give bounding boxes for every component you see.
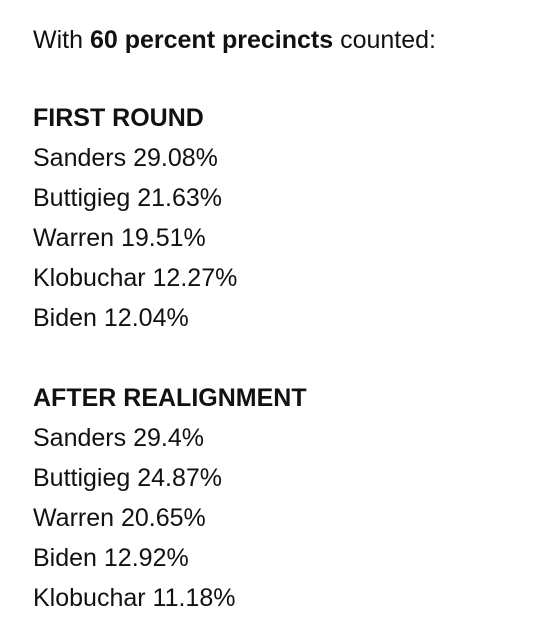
result-row: Sanders 29.08% bbox=[33, 138, 218, 178]
intro-bold: 60 percent precincts bbox=[89, 26, 334, 54]
result-row: Klobuchar 12.27% bbox=[33, 258, 237, 298]
candidate-percent: 24.87% bbox=[137, 464, 223, 492]
intro: With 60 percent precincts counted: bbox=[33, 20, 436, 60]
section-heading: FIRST ROUND bbox=[33, 104, 204, 132]
candidate-name: Buttigieg bbox=[33, 184, 131, 212]
candidate-percent: 19.51% bbox=[120, 224, 206, 252]
result-row: Biden 12.92% bbox=[33, 538, 189, 578]
result-row: Warren 20.65% bbox=[33, 498, 206, 538]
candidate-name: Sanders bbox=[33, 424, 127, 452]
result-row: Klobuchar 11.18% bbox=[33, 578, 235, 618]
section-heading: AFTER REALIGNMENT bbox=[33, 384, 307, 412]
candidate-percent: 12.92% bbox=[103, 544, 189, 572]
candidate-name: Klobuchar bbox=[33, 264, 146, 292]
candidate-name: Warren bbox=[33, 504, 115, 532]
candidate-percent: 11.18% bbox=[152, 584, 236, 612]
candidate-name: Biden bbox=[33, 304, 97, 332]
candidate-percent: 29.4% bbox=[133, 424, 204, 452]
candidate-percent: 20.65% bbox=[120, 504, 206, 532]
result-row: Buttigieg 21.63% bbox=[33, 178, 222, 218]
result-row: Biden 12.04% bbox=[33, 298, 189, 338]
candidate-percent: 12.27% bbox=[152, 264, 238, 292]
candidate-name: Klobuchar bbox=[33, 584, 146, 612]
candidate-percent: 29.08% bbox=[133, 144, 218, 172]
intro-text: With bbox=[33, 26, 83, 54]
candidate-percent: 12.04% bbox=[103, 304, 189, 332]
candidate-name: Biden bbox=[33, 544, 97, 572]
candidate-percent: 21.63% bbox=[137, 184, 223, 212]
candidate-name: Buttigieg bbox=[33, 464, 131, 492]
result-row: Buttigieg 24.87% bbox=[33, 458, 222, 498]
result-row: Warren 19.51% bbox=[33, 218, 206, 258]
candidate-name: Sanders bbox=[33, 144, 127, 172]
intro-text: counted: bbox=[340, 26, 436, 54]
result-row: Sanders 29.4% bbox=[33, 418, 204, 458]
candidate-name: Warren bbox=[33, 224, 115, 252]
